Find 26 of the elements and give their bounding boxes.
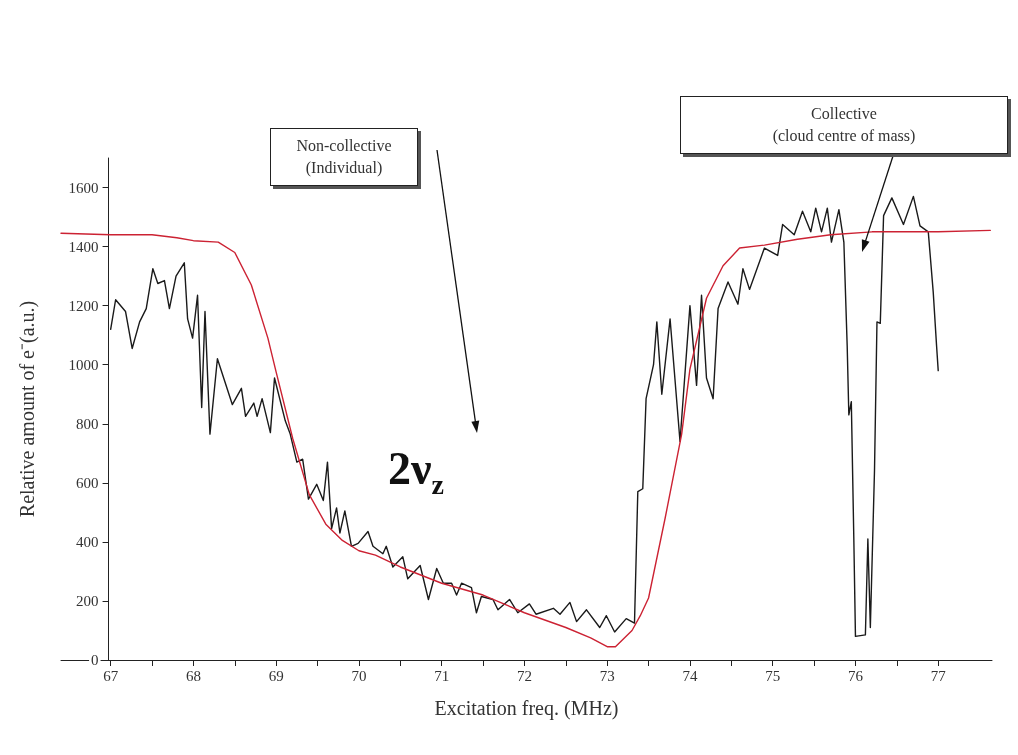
y-tick-label: 1000 [68,356,99,373]
line-series [60,229,992,648]
x-tick-label: 73 [599,667,615,684]
y-tick-label: 1400 [68,238,99,255]
y-tick-label: 600 [76,474,99,491]
y-tick-label: 800 [76,415,99,432]
annotation: 2ν$_{z}$ [388,442,444,502]
x-tick-label: 75 [765,667,781,684]
x-tick-label: 72 [516,667,532,684]
x-tick-label: 77 [930,667,947,684]
callout-box: Non-collective (Individual) [270,128,418,186]
y-tick-label: 400 [76,533,99,550]
x-axis-title: Excitation freq. (MHz) [434,697,619,720]
x-tick-label: 76 [847,667,864,684]
x-tick-label: 69 [268,667,284,684]
y-tick-label: 200 [76,592,99,609]
x-tick-label: 74 [682,667,698,684]
callout-box: Collective (cloud centre of mass) [680,96,1008,154]
y-tick-label: 1600 [68,179,99,196]
x-tick-label: 70 [351,667,367,684]
y-tick-label: 1200 [68,297,99,314]
y-axis-title: Relative amount of e⁻(a.u.) [15,300,39,518]
x-tick-label: 71 [434,667,450,684]
x-tick-label: 67 [103,667,119,684]
x-tick-label: 68 [185,667,201,684]
y-tick-label: 0 [91,652,99,668]
